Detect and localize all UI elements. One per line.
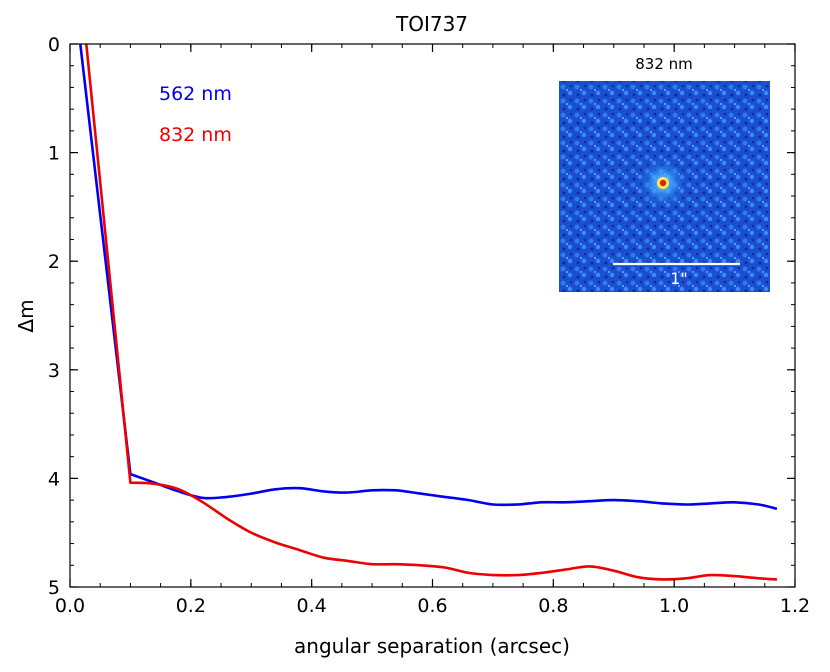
x-tick-label: 1.0 — [659, 595, 689, 617]
x-tick-label: 0.0 — [55, 595, 85, 617]
y-tick-label: 0 — [48, 34, 60, 56]
legend: 562 nm 832 nm — [159, 83, 232, 146]
y-tick-label: 4 — [48, 468, 60, 490]
x-tick-label: 0.8 — [538, 595, 568, 617]
y-axis-title: Δm — [14, 299, 38, 332]
x-tick-label: 0.6 — [417, 595, 447, 617]
x-tick-label: 1.2 — [780, 595, 810, 617]
series-line-0 — [79, 44, 778, 511]
y-tick-label: 1 — [48, 143, 60, 165]
x-axis-title: angular separation (arcsec) — [294, 634, 570, 658]
plot-frame — [69, 43, 796, 588]
legend-entry-832nm: 832 nm — [159, 124, 232, 146]
inset-star-core — [659, 179, 667, 187]
x-tick-label: 0.4 — [297, 595, 327, 617]
x-tick-label: 0.2 — [176, 595, 206, 617]
inset-label: 832 nm — [635, 55, 693, 73]
inset-scale-bar-label: 1" — [670, 269, 688, 288]
legend-entry-562nm: 562 nm — [159, 83, 232, 105]
inset-image: 832 nm 1" — [559, 55, 770, 292]
y-tick-label: 5 — [48, 577, 60, 599]
y-tick-label: 3 — [48, 360, 60, 382]
chart-title: TOI737 — [395, 12, 468, 36]
y-tick-label: 2 — [48, 251, 60, 273]
